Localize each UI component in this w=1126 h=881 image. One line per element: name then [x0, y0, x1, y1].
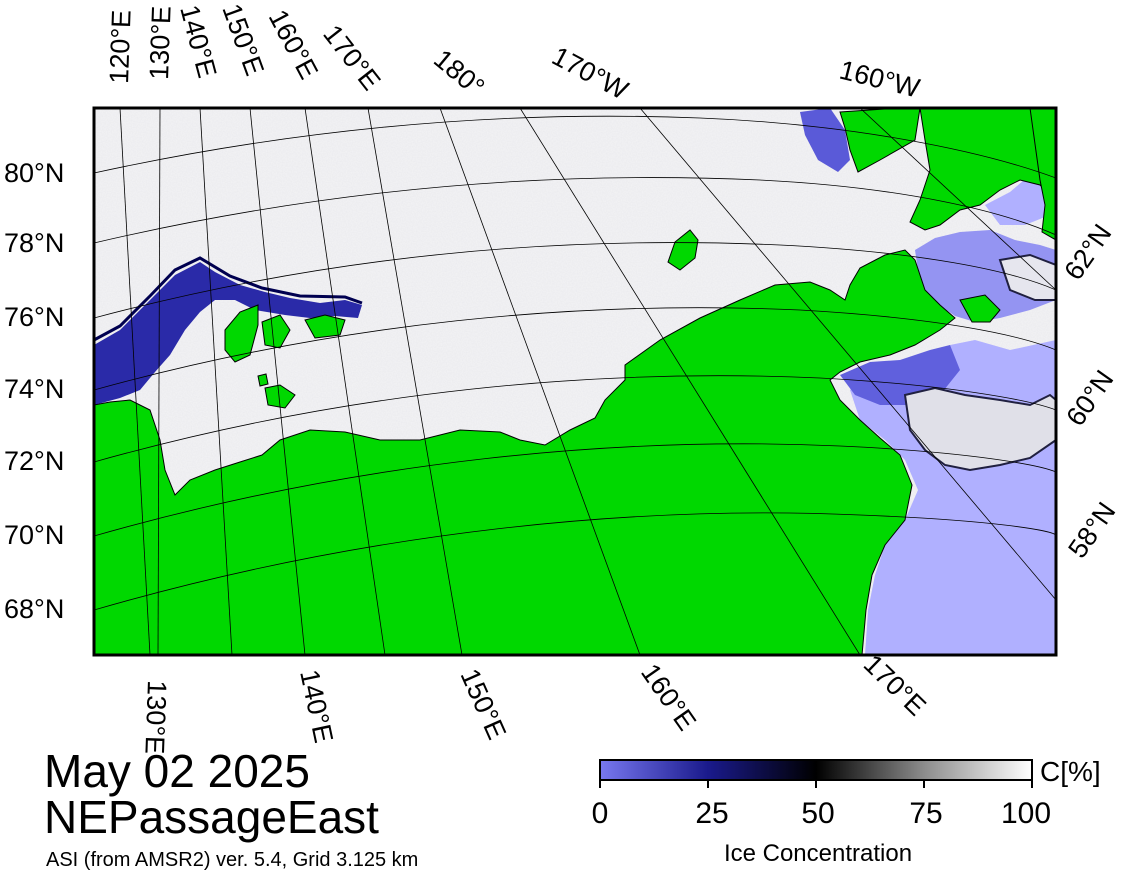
date-label: May 02 2025	[44, 745, 310, 797]
credit-label: ASI (from AMSR2) ver. 5.4, Grid 3.125 km	[46, 849, 419, 871]
land-alaska-north	[839, 108, 921, 173]
land-lyakhovsky	[264, 384, 296, 409]
lat-label-74: 74°N	[4, 374, 64, 404]
lon-top-180: 180°	[428, 44, 490, 103]
lon-bottom-160e: 160°E	[635, 658, 702, 736]
lon-top-160w: 160°W	[837, 55, 924, 104]
colorbar-gradient	[599, 759, 1033, 781]
lat-labels-right: 62°N 60°N 58°N	[1058, 219, 1121, 564]
lon-labels-bottom: 130°E 140°E 150°E 160°E 170°E	[139, 649, 931, 755]
land-wrangel-island	[667, 229, 699, 271]
land-alaska-se	[1029, 108, 1056, 241]
land-new-siberian-islands-3	[304, 314, 346, 339]
colorbar-tick-0: 0	[591, 797, 609, 830]
lat-right-58: 58°N	[1062, 497, 1121, 564]
colorbar-title: Ice Concentration	[723, 840, 913, 867]
lon-labels-top: 120°E 130°E 140°E 150°E 160°E 170°E 180°…	[104, 0, 923, 106]
lat-label-70: 70°N	[4, 520, 64, 550]
lon-bottom-140e: 140°E	[294, 667, 339, 745]
region-label: NEPassageEast	[44, 791, 379, 843]
colorbar-tick-50: 50	[801, 797, 835, 830]
low-ice-belt-west-edge	[94, 256, 363, 342]
lat-label-80: 80°N	[4, 158, 64, 188]
lat-label-72: 72°N	[4, 446, 64, 476]
lon-top-170e: 170°E	[317, 19, 386, 96]
lat-label-78: 78°N	[4, 228, 64, 258]
mixed-ice-anadyr	[998, 253, 1056, 301]
colorbar-unit: C[%]	[1040, 756, 1101, 787]
open-water-chukchi-coast	[985, 175, 1050, 225]
lon-top-170w: 170°W	[547, 41, 633, 106]
colorbar-tick-75: 75	[909, 797, 943, 830]
lat-right-62: 62°N	[1058, 219, 1117, 286]
lon-bottom-170e: 170°E	[858, 649, 932, 722]
lon-top-120e: 120°E	[104, 9, 137, 84]
colorbar-tick-25: 25	[695, 797, 729, 830]
lat-right-60: 60°N	[1060, 365, 1119, 432]
lon-top-140e: 140°E	[174, 2, 222, 81]
graticule	[94, 108, 1056, 655]
lon-bottom-150e: 150°E	[455, 664, 512, 744]
lon-top-150e: 150°E	[216, 0, 269, 79]
open-water-anadyr	[915, 230, 1056, 322]
land-new-siberian-islands	[224, 304, 259, 363]
colorbar-ticks	[599, 780, 1033, 788]
lon-bottom-130e: 130°E	[139, 680, 172, 755]
land-bear-isl	[257, 373, 269, 387]
map-frame	[92, 106, 1058, 657]
land-siberia	[94, 249, 956, 655]
land-new-siberian-islands-2	[261, 314, 291, 349]
mixed-ice-bering	[903, 386, 1056, 472]
land-st-lawrence-island	[959, 294, 1001, 323]
lat-label-76: 76°N	[4, 302, 64, 332]
low-ice-belt-west	[94, 262, 362, 405]
lat-label-68: 68°N	[4, 594, 64, 624]
lon-top-160e: 160°E	[263, 5, 324, 84]
low-ice-st-lawrence	[800, 108, 850, 172]
lat-labels-left: 80°N 78°N 76°N 74°N 72°N 70°N 68°N	[4, 158, 64, 624]
colorbar-tick-100: 100	[1000, 797, 1052, 830]
lon-top-130e: 130°E	[144, 5, 177, 80]
